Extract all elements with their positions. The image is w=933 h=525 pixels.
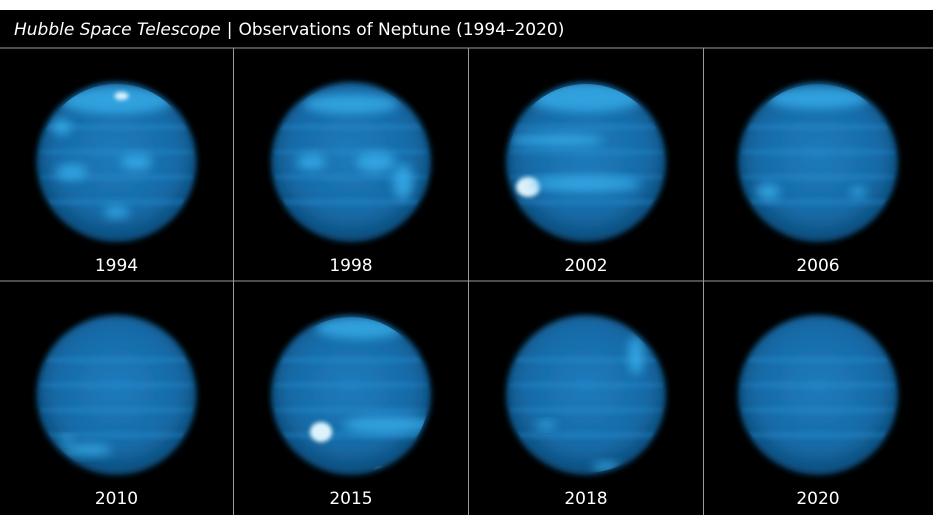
cloud-band [508, 356, 664, 364]
cloud [850, 187, 866, 197]
year-label: 2010 [95, 489, 138, 509]
cloud-group [740, 356, 896, 439]
planet [506, 82, 666, 242]
header-italic: Hubble Space Telescope [14, 20, 221, 40]
year-label: 2018 [564, 489, 607, 509]
year-label: 1998 [329, 256, 372, 276]
cloud-band [740, 198, 896, 206]
planet-disk [271, 315, 431, 475]
planet [506, 315, 666, 475]
planet-disk [506, 315, 666, 475]
cloud-band [508, 198, 664, 206]
cloud-band [508, 381, 664, 389]
cloud [303, 94, 399, 114]
cloud-band [273, 356, 429, 364]
cloud-band [740, 431, 896, 439]
cloud [51, 119, 72, 135]
cloud-band [273, 198, 429, 206]
cloud [766, 87, 870, 109]
cloud-band [38, 148, 195, 156]
planet-disk [738, 315, 898, 475]
cloud-group [740, 87, 896, 206]
year-label: 2002 [564, 256, 607, 276]
cloud-band [740, 123, 896, 131]
cloud-band [273, 123, 429, 131]
cloud-group [38, 86, 195, 218]
cloud-band [38, 431, 195, 439]
cloud-band [740, 148, 896, 156]
cloud-band [740, 356, 896, 364]
cloud [393, 164, 413, 200]
panel-grid [0, 47, 933, 515]
cloud-band [508, 431, 664, 439]
header-separator: | [227, 20, 233, 40]
header-title: Observations of Neptune (1994–2020) [238, 20, 564, 40]
cloud [58, 436, 75, 444]
cloud [536, 421, 556, 429]
cloud-band [273, 406, 429, 414]
cloud-band [508, 406, 664, 414]
cloud-band [508, 148, 664, 156]
cloud-band [38, 123, 195, 131]
cloud [508, 134, 604, 146]
cloud [61, 444, 112, 456]
header: Hubble Space Telescope | Observations of N… [14, 20, 564, 40]
planet [738, 82, 898, 242]
cloud-band [273, 173, 429, 181]
planet [271, 315, 431, 475]
cloud [310, 422, 332, 442]
planet [738, 315, 898, 475]
cloud-band [740, 406, 896, 414]
cloud [103, 206, 130, 218]
cloud [120, 154, 153, 170]
cloud-band [273, 148, 429, 156]
cloud [356, 152, 396, 172]
cloud-band [508, 123, 664, 131]
cloud [756, 184, 780, 200]
cloud-group [508, 335, 664, 472]
cloud [114, 92, 129, 100]
cloud-band [38, 198, 195, 206]
year-label: 2015 [329, 489, 372, 509]
cloud-band [273, 381, 429, 389]
planet-disk [36, 315, 197, 475]
cloud [296, 154, 326, 170]
cloud-group [38, 356, 195, 456]
year-label: 1994 [95, 256, 138, 276]
cloud [531, 176, 641, 192]
cloud [628, 335, 644, 375]
cloud [58, 86, 175, 114]
cloud-band [740, 173, 896, 181]
cloud-band [38, 406, 195, 414]
cloud-group [273, 94, 429, 206]
cloud [55, 164, 88, 180]
cloud [343, 416, 429, 434]
planet [36, 82, 197, 242]
planet [36, 315, 197, 475]
cloud-band [38, 381, 195, 389]
cloud-band [740, 381, 896, 389]
year-label: 2020 [796, 489, 839, 509]
cloud-band [38, 356, 195, 364]
year-label: 2006 [796, 256, 839, 276]
planet [271, 82, 431, 242]
